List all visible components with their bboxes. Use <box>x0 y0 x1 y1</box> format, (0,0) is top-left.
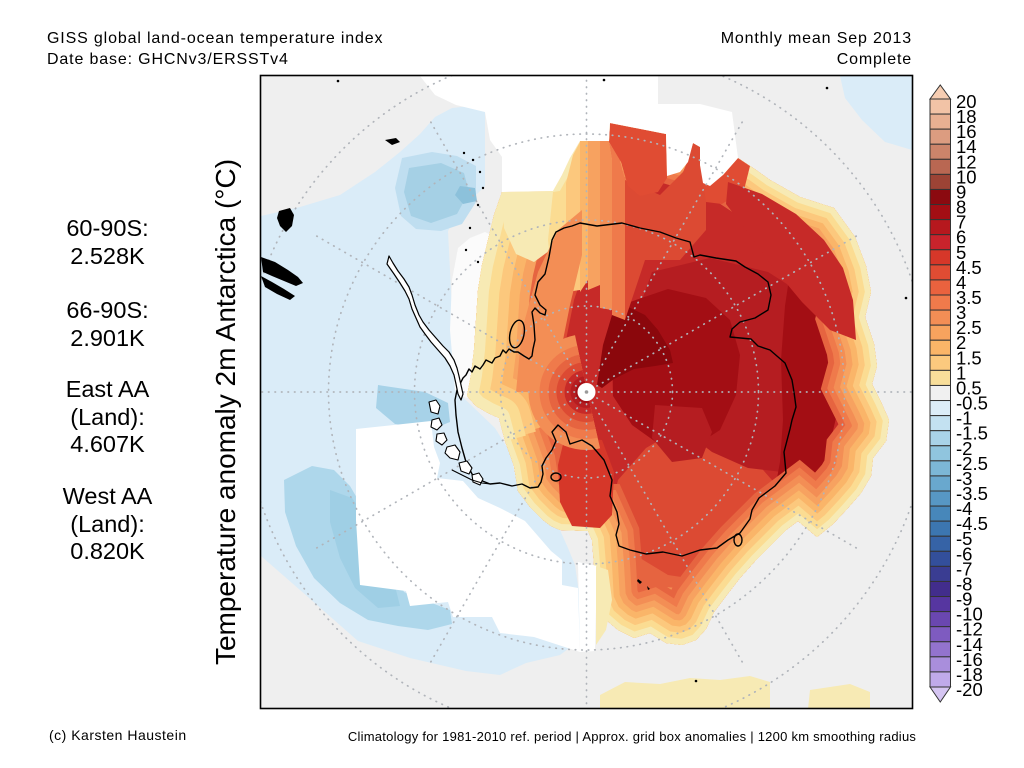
svg-text:9: 9 <box>956 181 966 202</box>
svg-text:-3: -3 <box>956 468 972 489</box>
svg-text:-7: -7 <box>956 558 972 579</box>
svg-text:14: 14 <box>956 136 977 157</box>
svg-text:-9: -9 <box>956 589 972 610</box>
svg-text:7: 7 <box>956 212 966 233</box>
svg-text:8: 8 <box>956 197 966 218</box>
svg-text:-1.5: -1.5 <box>956 423 988 444</box>
svg-text:-18: -18 <box>956 664 983 685</box>
svg-text:5: 5 <box>956 242 966 263</box>
svg-text:16: 16 <box>956 121 977 142</box>
svg-text:1: 1 <box>956 362 966 383</box>
svg-text:-4: -4 <box>956 498 972 519</box>
svg-text:3.5: 3.5 <box>956 287 982 308</box>
svg-text:-16: -16 <box>956 649 983 670</box>
svg-text:0.5: 0.5 <box>956 377 982 398</box>
svg-text:20: 20 <box>956 91 977 112</box>
svg-text:12: 12 <box>956 151 977 172</box>
svg-text:2: 2 <box>956 332 966 353</box>
svg-text:-2: -2 <box>956 438 972 459</box>
svg-text:-6: -6 <box>956 543 972 564</box>
svg-text:-4.5: -4.5 <box>956 513 988 534</box>
svg-text:-14: -14 <box>956 634 983 655</box>
svg-text:3: 3 <box>956 302 966 323</box>
svg-text:-12: -12 <box>956 619 983 640</box>
svg-text:-20: -20 <box>956 679 983 700</box>
svg-text:1.5: 1.5 <box>956 347 982 368</box>
svg-text:-1: -1 <box>956 408 972 429</box>
svg-text:-2.5: -2.5 <box>956 453 988 474</box>
svg-text:18: 18 <box>956 106 977 127</box>
svg-text:-0.5: -0.5 <box>956 393 988 414</box>
svg-text:6: 6 <box>956 227 966 248</box>
svg-text:-3.5: -3.5 <box>956 483 988 504</box>
svg-text:-10: -10 <box>956 604 983 625</box>
svg-text:10: 10 <box>956 166 977 187</box>
svg-text:-8: -8 <box>956 573 972 594</box>
svg-text:4.5: 4.5 <box>956 257 982 278</box>
svg-text:4: 4 <box>956 272 966 293</box>
svg-text:2.5: 2.5 <box>956 317 982 338</box>
svg-text:-5: -5 <box>956 528 972 549</box>
